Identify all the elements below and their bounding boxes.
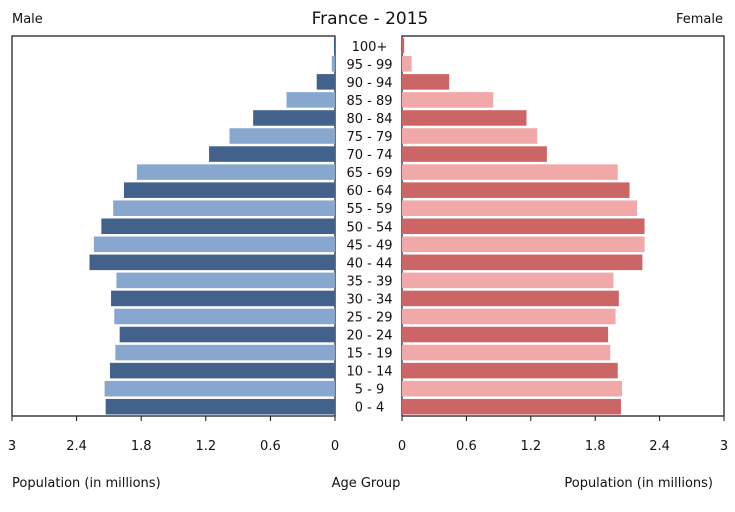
- female-bar: [402, 56, 412, 72]
- chart-title: France - 2015: [312, 9, 429, 29]
- female-bar: [402, 272, 614, 289]
- male-bar: [116, 272, 335, 289]
- female-bar: [402, 110, 527, 126]
- female-bar: [402, 290, 619, 307]
- female-bar: [402, 362, 618, 379]
- age-group-label: 80 - 84: [346, 112, 392, 127]
- age-group-label: 30 - 34: [346, 292, 392, 307]
- female-bar: [402, 128, 538, 144]
- male-bar: [333, 38, 335, 54]
- age-group-label: 60 - 64: [346, 184, 392, 199]
- x-tick-label-left: 2.4: [66, 439, 87, 454]
- female-bar: [402, 398, 621, 415]
- male-bar: [101, 218, 335, 235]
- male-bar: [229, 128, 335, 144]
- male-bar: [136, 164, 335, 180]
- age-group-label: 75 - 79: [346, 130, 392, 145]
- x-axis-label-left: Population (in millions): [12, 476, 161, 491]
- x-tick-label-left: 3: [8, 439, 16, 454]
- age-group-label: 10 - 14: [346, 365, 392, 380]
- x-tick-label-left: 1.2: [195, 439, 216, 454]
- age-group-label: 65 - 69: [346, 166, 392, 181]
- age-group-label: 85 - 89: [346, 94, 392, 109]
- age-group-label: 20 - 24: [346, 329, 392, 344]
- x-tick-label-right: 0.6: [456, 439, 477, 454]
- age-group-label: 40 - 44: [346, 256, 392, 271]
- age-group-label: 45 - 49: [346, 238, 392, 253]
- male-bar: [105, 398, 335, 415]
- female-bar: [402, 236, 645, 253]
- age-group-label: 0 - 4: [355, 401, 385, 416]
- male-bar: [113, 200, 335, 216]
- age-group-label: 100+: [352, 40, 388, 55]
- age-group-label: 50 - 54: [346, 220, 392, 235]
- male-bar: [111, 290, 335, 307]
- age-group-label: 25 - 29: [346, 310, 392, 325]
- x-tick-label-right: 2.4: [649, 439, 670, 454]
- x-tick-label-left: 0: [331, 439, 339, 454]
- female-bar: [402, 218, 645, 235]
- x-tick-label-right: 0: [398, 439, 406, 454]
- x-axis-label-right: Population (in millions): [564, 476, 713, 491]
- age-group-label: 95 - 99: [346, 58, 392, 73]
- female-bar: [402, 164, 618, 180]
- female-bar: [402, 380, 623, 397]
- age-group-label: 5 - 9: [355, 383, 385, 398]
- female-bar: [402, 200, 638, 216]
- age-group-label: 90 - 94: [346, 76, 392, 91]
- male-bar: [114, 308, 336, 325]
- male-bar: [109, 362, 335, 379]
- male-bar: [253, 110, 335, 126]
- age-group-label: 15 - 19: [346, 347, 392, 362]
- male-bar: [286, 92, 335, 108]
- female-bar: [402, 38, 405, 54]
- female-bar: [402, 308, 616, 325]
- age-group-label: 35 - 39: [346, 274, 392, 289]
- female-bar: [402, 326, 609, 343]
- female-bar: [402, 182, 630, 198]
- female-bar: [402, 74, 450, 90]
- x-tick-label-left: 1.8: [131, 439, 152, 454]
- x-tick-label-left: 0.6: [260, 439, 281, 454]
- female-bar: [402, 92, 494, 108]
- male-bar: [209, 146, 335, 162]
- female-bar: [402, 344, 611, 361]
- x-axis-label-center: Age Group: [332, 476, 401, 491]
- female-label: Female: [676, 12, 723, 27]
- age-group-label: 55 - 59: [346, 202, 392, 217]
- x-tick-label-right: 3: [720, 439, 728, 454]
- male-bar: [115, 344, 335, 361]
- x-tick-label-right: 1.2: [520, 439, 541, 454]
- male-bar: [104, 380, 336, 397]
- male-bar: [93, 236, 336, 253]
- male-bar: [119, 326, 336, 343]
- female-bar: [402, 254, 643, 271]
- male-bar: [89, 254, 336, 271]
- female-bar: [402, 146, 547, 162]
- male-label: Male: [12, 12, 43, 27]
- age-group-label: 70 - 74: [346, 148, 392, 163]
- male-bar: [331, 56, 335, 72]
- male-bar: [123, 182, 336, 198]
- x-tick-label-right: 1.8: [585, 439, 606, 454]
- male-bar: [316, 74, 335, 90]
